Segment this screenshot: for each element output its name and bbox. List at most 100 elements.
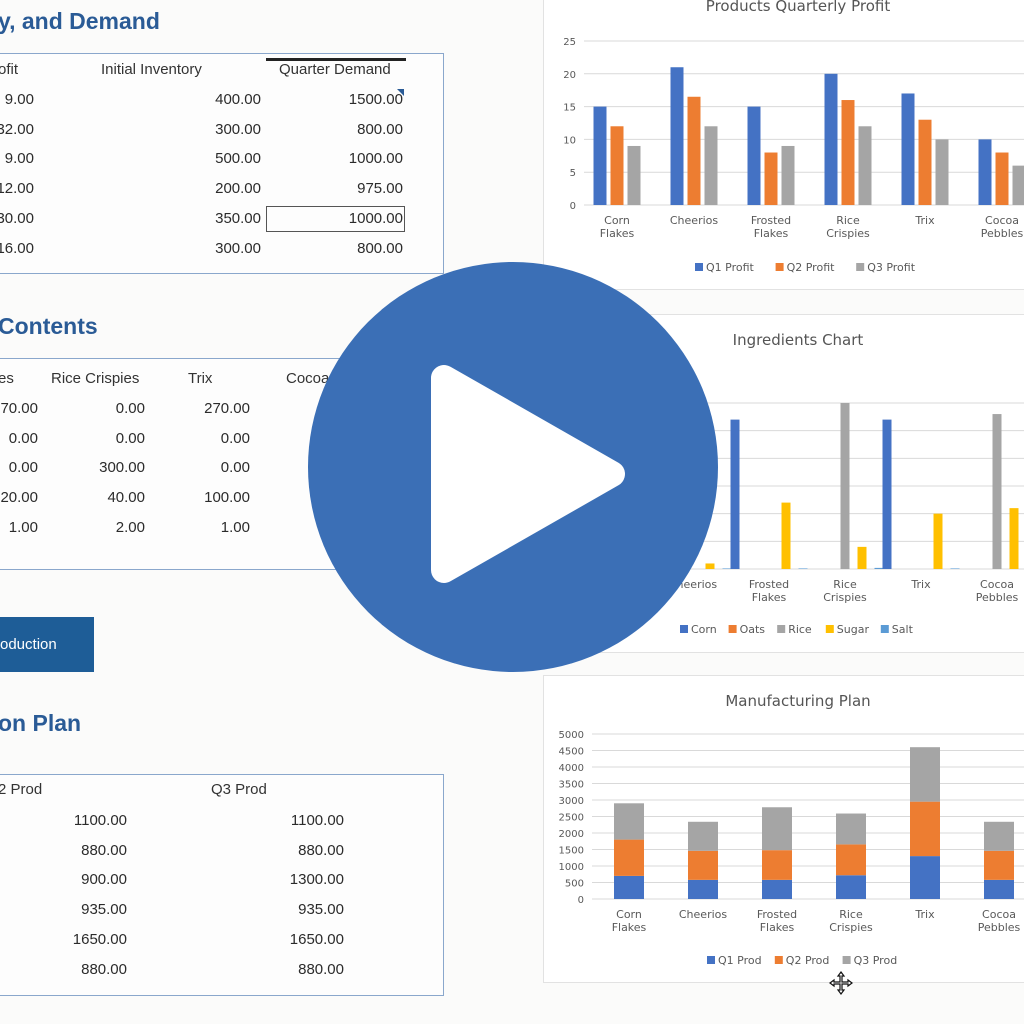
y-tick-label: 4500 bbox=[559, 747, 584, 758]
y-tick-label: 2500 bbox=[559, 813, 584, 824]
production-plan-table: 2 Prod Q3 Prod 1100.00 1100.00 880.00 880.0… bbox=[0, 774, 444, 996]
demand-table-cell[interactable]: 800.00 bbox=[357, 239, 403, 257]
production-plan-table-cell[interactable]: 880.00 bbox=[81, 841, 127, 859]
y-tick-label: 3500 bbox=[559, 780, 584, 791]
bar bbox=[995, 152, 1009, 205]
production-plan-table-cell[interactable]: 1300.00 bbox=[289, 871, 344, 889]
y-tick-label: 500 bbox=[565, 879, 584, 890]
contents-table-cell[interactable]: 40.00 bbox=[107, 489, 145, 507]
demand-table-cell[interactable]: 1000.00 bbox=[348, 150, 403, 168]
y-tick-label: 3000 bbox=[559, 796, 584, 807]
contents-table-cell[interactable]: 0.00 bbox=[220, 429, 250, 447]
production-plan-table-cell[interactable]: 880.00 bbox=[298, 960, 344, 978]
demand-table-cell[interactable]: 350.00 bbox=[215, 209, 261, 227]
bar-segment bbox=[688, 821, 718, 851]
run-production-button[interactable]: oduction bbox=[0, 617, 94, 672]
bar bbox=[874, 567, 884, 569]
bar-segment bbox=[910, 747, 940, 802]
demand-table-cell[interactable]: 30.00 bbox=[0, 209, 34, 227]
demand-table-cell[interactable]: 975.00 bbox=[357, 180, 403, 198]
x-tick-label: Pebbles bbox=[981, 227, 1024, 240]
demand-table-cell[interactable]: 800.00 bbox=[357, 120, 403, 138]
legend-swatch bbox=[880, 625, 889, 633]
demand-table-cell[interactable]: 32.00 bbox=[0, 120, 34, 138]
production-plan-table-cell[interactable]: 935.00 bbox=[81, 901, 127, 919]
production-plan-table-cell[interactable]: 1650.00 bbox=[289, 930, 344, 948]
contents-table-cell[interactable]: 100.00 bbox=[204, 489, 250, 507]
bar-segment bbox=[614, 839, 644, 876]
production-plan-table-cell[interactable]: 900.00 bbox=[81, 871, 127, 889]
bar-segment bbox=[762, 879, 792, 899]
x-tick-label: Corn bbox=[604, 214, 630, 227]
x-tick-label: Flakes bbox=[752, 591, 787, 604]
production-plan-table-cell[interactable]: 1100.00 bbox=[73, 812, 127, 829]
x-tick-label: Pebbles bbox=[976, 591, 1019, 604]
contents-table-cell[interactable]: 0.00 bbox=[115, 429, 145, 447]
legend-swatch bbox=[775, 263, 784, 271]
production-plan-table-cell[interactable]: 935.00 bbox=[298, 901, 344, 919]
bar bbox=[840, 403, 850, 569]
bar-segment bbox=[614, 875, 644, 899]
bar-segment bbox=[836, 844, 866, 876]
bar bbox=[687, 96, 701, 205]
legend-label: Sugar bbox=[837, 623, 870, 636]
bar bbox=[781, 145, 795, 205]
bar-segment bbox=[984, 879, 1014, 899]
contents-table-cell[interactable]: 0.00 bbox=[220, 459, 250, 477]
demand-table-cell[interactable]: 16.00 bbox=[0, 239, 34, 257]
bar bbox=[824, 73, 838, 205]
profit-chart-panel[interactable]: Products Quarterly Profit 0 5 10 15 20 25 Corn F… bbox=[543, 0, 1024, 290]
legend-swatch bbox=[774, 956, 783, 964]
bar bbox=[705, 563, 715, 569]
demand-table-cell[interactable]: 9.00 bbox=[4, 91, 34, 108]
contents-table-cell[interactable]: 300.00 bbox=[99, 459, 145, 477]
production-plan-table-cell[interactable]: 880.00 bbox=[298, 841, 344, 859]
profit-chart: Products Quarterly Profit0510152025CornF… bbox=[563, 0, 1024, 274]
y-tick-label: 2000 bbox=[559, 829, 584, 840]
contents-table-cell[interactable]: 0.00 bbox=[115, 400, 145, 417]
demand-table-cell[interactable]: 300.00 bbox=[215, 120, 261, 138]
comment-indicator bbox=[397, 89, 404, 96]
play-button[interactable] bbox=[308, 262, 718, 672]
demand-table-cell[interactable]: 200.00 bbox=[215, 180, 261, 198]
contents-table-cell[interactable]: 20.00 bbox=[0, 489, 38, 507]
legend-swatch bbox=[680, 625, 688, 633]
production-plan-table-cell[interactable]: 1100.00 bbox=[290, 812, 344, 829]
contents-table-cell[interactable]: 270.00 bbox=[0, 400, 38, 417]
y-tick-label: 15 bbox=[563, 103, 576, 114]
selected-cell[interactable] bbox=[266, 206, 405, 232]
contents-table-cell[interactable]: 0.00 bbox=[8, 429, 38, 447]
contents-table-cell[interactable]: 2.00 bbox=[115, 518, 145, 536]
y-tick-label: 5000 bbox=[559, 730, 584, 741]
column-header-profit: ofit bbox=[0, 61, 19, 78]
x-tick-label: Crispies bbox=[826, 227, 870, 240]
x-tick-label: Cocoa bbox=[980, 578, 1014, 591]
bar bbox=[764, 152, 778, 205]
demand-table: ofit Initial Inventory Quarter Demand 9.… bbox=[0, 53, 444, 274]
demand-table-cell[interactable]: 9.00 bbox=[4, 150, 34, 168]
production-plan-table-cell[interactable]: 1650.00 bbox=[72, 930, 127, 948]
legend-label: Salt bbox=[892, 623, 914, 636]
contents-table-cell[interactable]: 1.00 bbox=[8, 518, 38, 536]
bar bbox=[593, 106, 607, 205]
demand-table-cell[interactable]: 400.00 bbox=[215, 91, 261, 108]
production-plan-table-cell[interactable]: 880.00 bbox=[81, 960, 127, 978]
legend-swatch bbox=[728, 625, 737, 633]
demand-table-cell[interactable]: 300.00 bbox=[215, 239, 261, 257]
contents-table-cell[interactable]: 0.00 bbox=[8, 459, 38, 477]
demand-table-cell[interactable]: 1500.00 bbox=[348, 91, 403, 108]
legend-label: Oats bbox=[740, 623, 766, 636]
legend-swatch bbox=[825, 625, 834, 633]
legend-swatch bbox=[707, 956, 715, 964]
demand-table-cell[interactable]: 1000.00 bbox=[348, 209, 403, 227]
contents-table-cell[interactable]: 1.00 bbox=[220, 518, 250, 536]
x-tick-label: Frosted bbox=[751, 214, 791, 227]
bar bbox=[781, 502, 791, 569]
manufacturing-chart-panel[interactable]: Manufacturing Plan 0 500 1000 1500 2000 2500 30… bbox=[543, 675, 1024, 983]
x-tick-label: Corn bbox=[616, 908, 642, 921]
demand-table-cell[interactable]: 500.00 bbox=[215, 150, 261, 168]
chart-title: Ingredients Chart bbox=[733, 331, 864, 349]
contents-table-cell[interactable]: 270.00 bbox=[204, 400, 250, 417]
x-tick-label: Trix bbox=[914, 214, 935, 227]
demand-table-cell[interactable]: 12.00 bbox=[0, 180, 34, 198]
